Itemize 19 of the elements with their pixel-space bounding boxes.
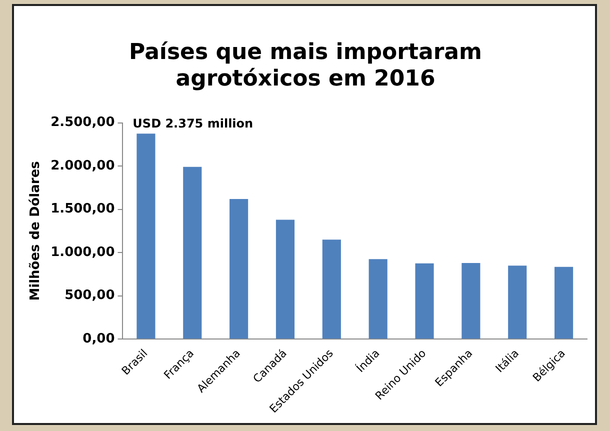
y-tick-label: 500,00 [64, 288, 115, 304]
bar [554, 266, 574, 339]
y-tick-label: 0,00 [82, 332, 115, 347]
y-tick-label: 2.500,00 [50, 115, 115, 130]
annotation: USD 2.375 million [132, 116, 254, 131]
y-tick-label: 2.000,00 [50, 158, 115, 174]
bar [276, 220, 295, 339]
bar [230, 198, 248, 339]
bar [368, 259, 388, 339]
bar [462, 262, 480, 339]
y-tick-label: 1.500,00 [50, 202, 115, 217]
bar [415, 263, 434, 339]
bar [183, 166, 202, 339]
chart-title: Países que mais importaram agrotóxicos em 2016 [129, 40, 482, 92]
bar [136, 134, 156, 339]
y-tick-label: 1.000,00 [50, 244, 115, 260]
y-axis-title: Milhões de Dólares [28, 160, 44, 301]
bar [508, 266, 527, 339]
bar [322, 240, 341, 339]
